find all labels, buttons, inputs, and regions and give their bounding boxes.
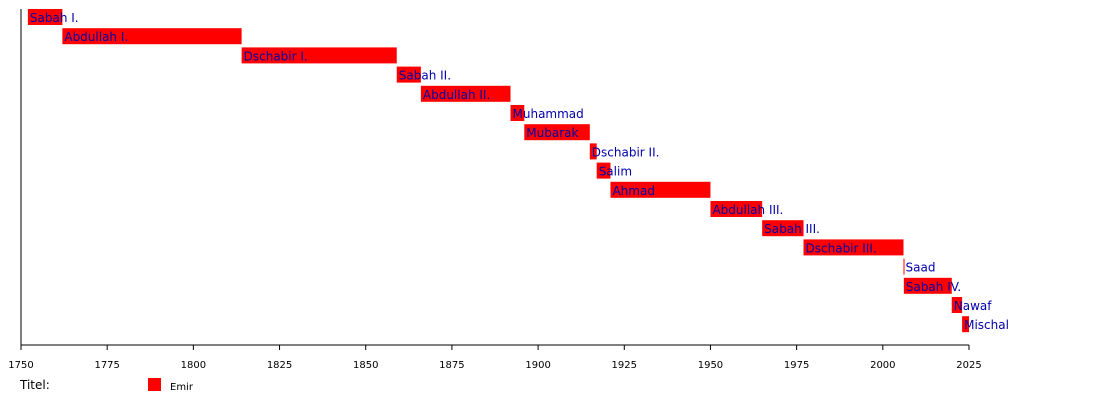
bar-abdullah-ii [420, 85, 511, 102]
x-tick-label: 1850 [353, 360, 378, 371]
bar-mischal [962, 316, 969, 333]
bar-dschabir-iii [803, 239, 904, 256]
x-tick-label: 1975 [784, 360, 809, 371]
legend-swatch-emir [148, 378, 161, 391]
bar-sabah-ii [396, 66, 421, 83]
x-tick-label: 1950 [698, 360, 723, 371]
x-tick-label: 1800 [181, 360, 206, 371]
bar-label: Mischal [964, 318, 1009, 332]
x-tick-label: 1925 [612, 360, 637, 371]
bar-label: Dschabir I. [244, 49, 308, 63]
bar-label: Ahmad [612, 184, 654, 198]
bar-dschabir-i [241, 47, 397, 64]
bar-label: Sabah IV. [906, 280, 961, 294]
bar-sabah-iii [762, 220, 804, 237]
bar-label: Sabah III. [764, 222, 820, 236]
bar-muhammad [510, 105, 525, 121]
bar-label: Muhammad [513, 107, 584, 121]
bar-label: Dschabir II. [592, 145, 660, 159]
legend-title: Titel: [19, 378, 50, 392]
bar-label: Nawaf [954, 299, 992, 313]
bar-ahmad [610, 181, 711, 198]
x-tick-label: 2000 [870, 360, 895, 371]
legend: Titel: Emir [19, 378, 194, 393]
legend-label-emir: Emir [170, 382, 194, 393]
bar-salim [596, 162, 611, 179]
bar-mubarak [524, 124, 590, 141]
bar-abdullah-iii [710, 201, 763, 217]
x-tick-label: 2025 [956, 360, 981, 371]
x-tick-label: 1875 [439, 360, 464, 371]
bar-label: Dschabir III. [806, 241, 877, 255]
bar-label: Abdullah I. [64, 30, 128, 44]
bar-sabah-i [27, 9, 63, 25]
bar-labels-layer: Sabah I. Abdullah I. Dschabir I. Sabah II. A… [30, 11, 1009, 332]
x-tick-label: 1775 [94, 360, 119, 371]
x-tick-label: 1750 [8, 360, 33, 371]
bar-label: Mubarak [526, 126, 578, 140]
x-tick-label: 1825 [267, 360, 292, 371]
bar-label: Sabah I. [30, 11, 79, 25]
bar-saad [903, 258, 905, 275]
bar-label: Abdullah III. [712, 203, 783, 217]
bar-dschabir-ii [589, 143, 597, 160]
bar-label: Abdullah II. [423, 88, 490, 102]
x-tick-label: 1900 [525, 360, 550, 371]
bar-label: Salim [599, 165, 632, 179]
x-axis-ticks: 1750 1775 1800 1825 1850 1875 1900 1925 1950 1975… [8, 345, 982, 371]
bar-sabah-iv [903, 277, 952, 294]
bar-nawaf [951, 297, 963, 313]
bar-abdullah-i [62, 28, 242, 45]
bars-layer [27, 9, 969, 333]
bar-label: Sabah II. [399, 69, 451, 83]
bar-label: Saad [906, 261, 936, 275]
